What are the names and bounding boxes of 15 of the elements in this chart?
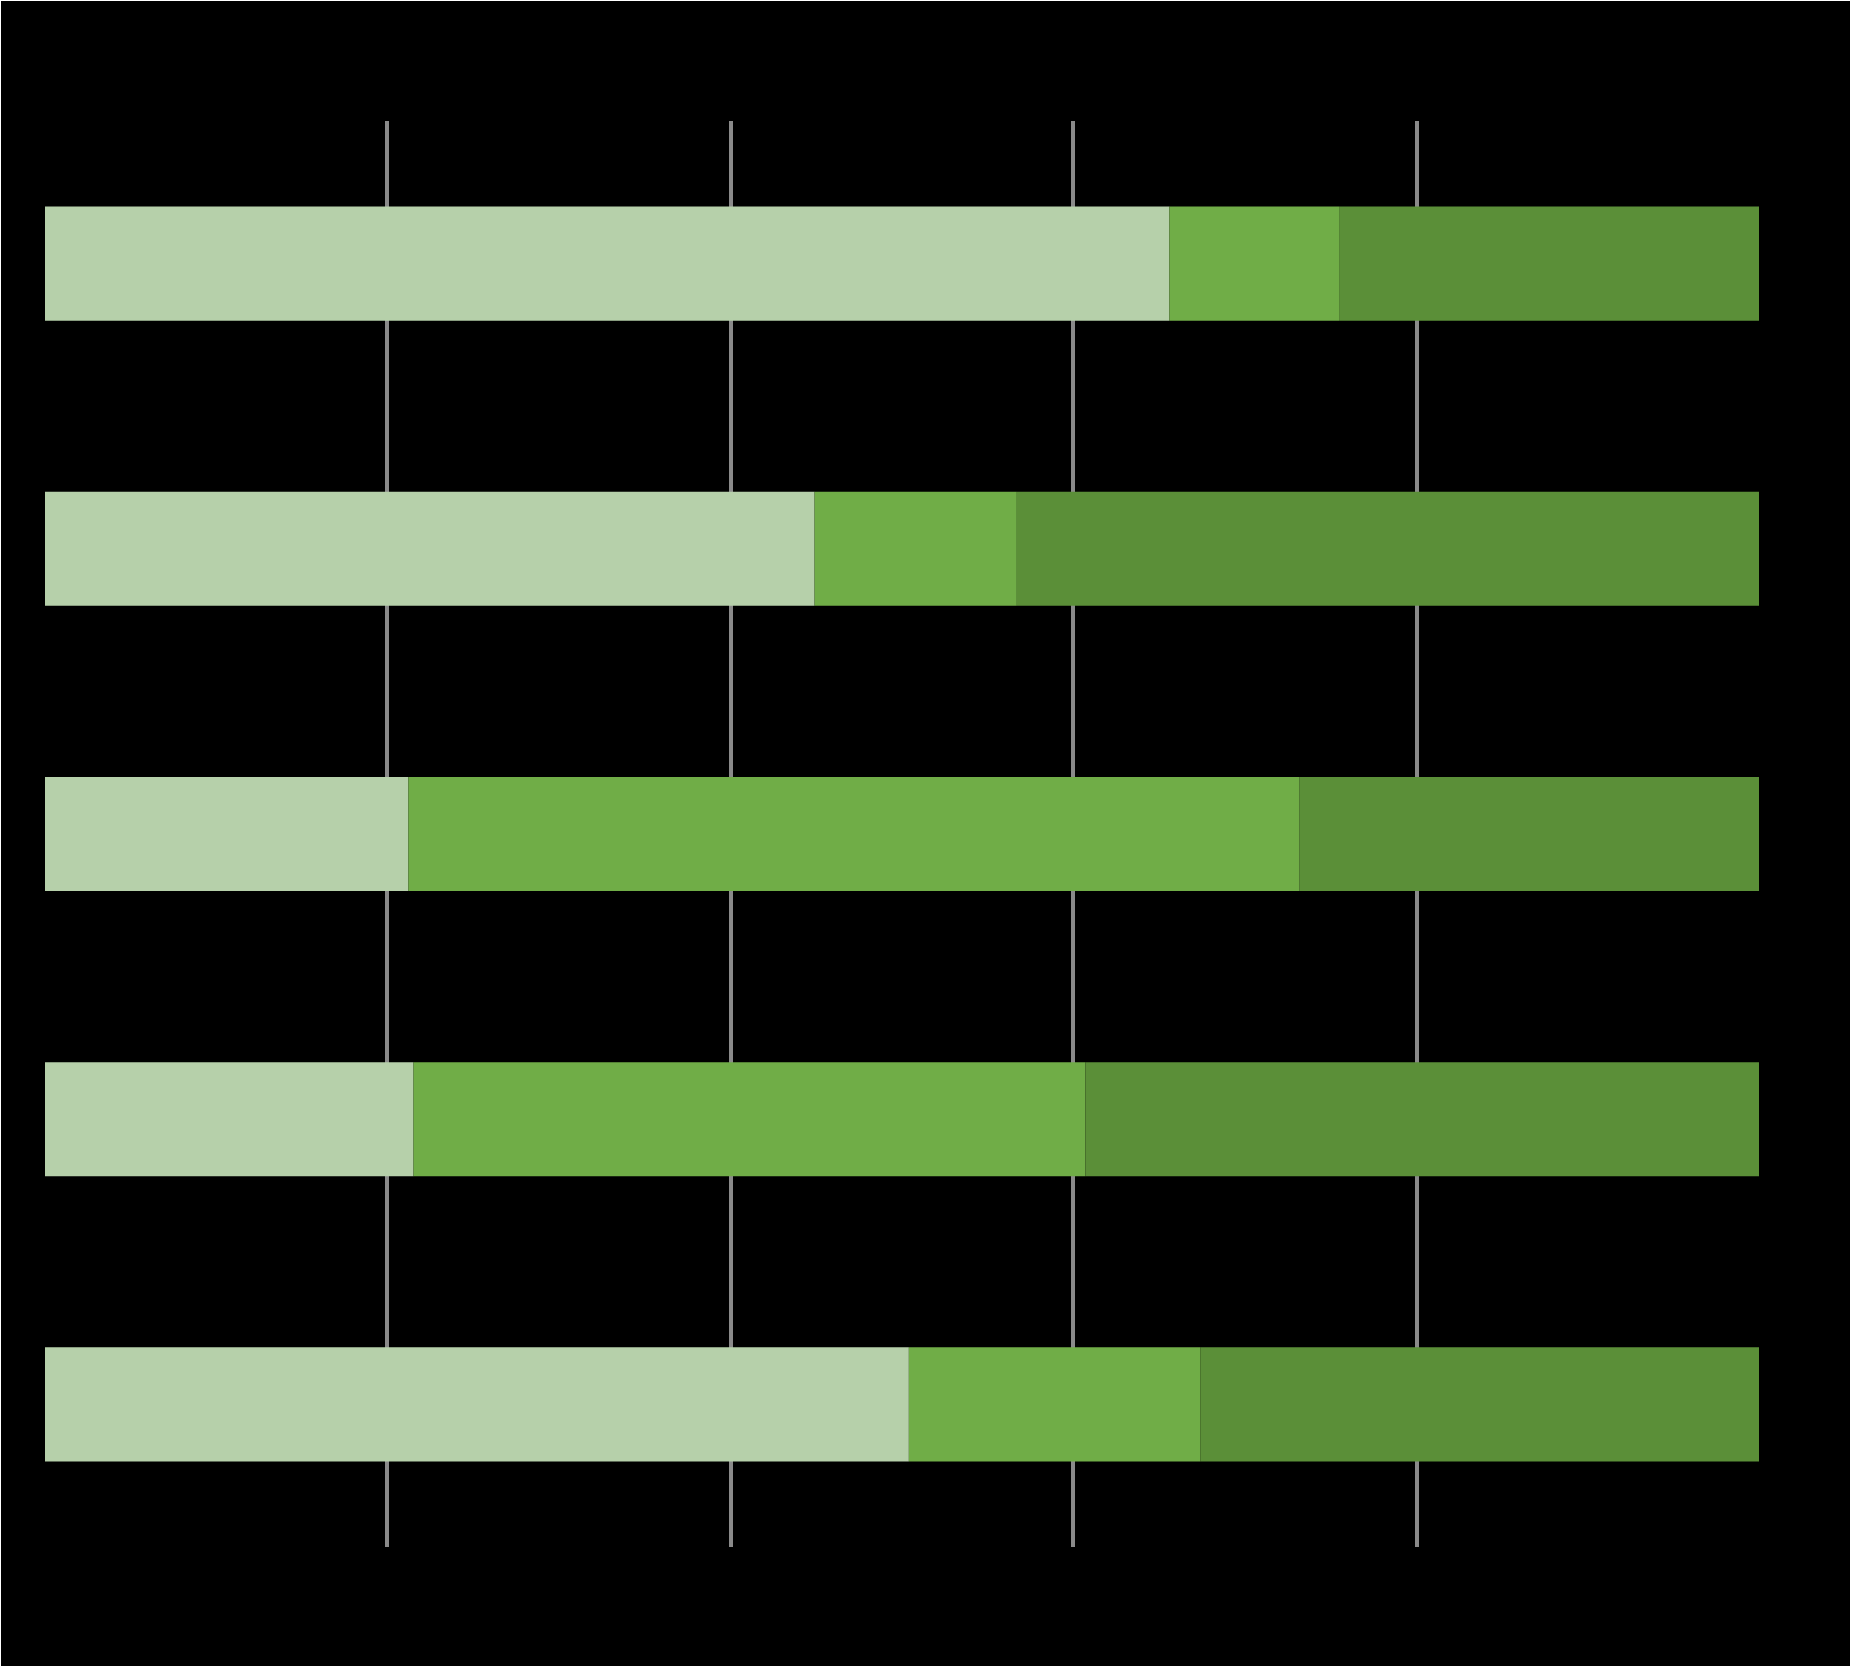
bar	[45, 491, 815, 606]
bar	[814, 491, 1017, 606]
bar	[45, 1062, 414, 1177]
bar	[1169, 206, 1340, 321]
bar	[1016, 491, 1759, 606]
bar	[1299, 776, 1759, 892]
bar	[1200, 1347, 1759, 1462]
bar	[1339, 206, 1759, 321]
bar	[413, 1062, 1086, 1177]
bar	[908, 1347, 1201, 1462]
bar	[408, 776, 1300, 892]
bar	[45, 206, 1170, 321]
bar	[1085, 1062, 1759, 1177]
bar	[45, 1347, 909, 1462]
bar	[45, 776, 409, 892]
